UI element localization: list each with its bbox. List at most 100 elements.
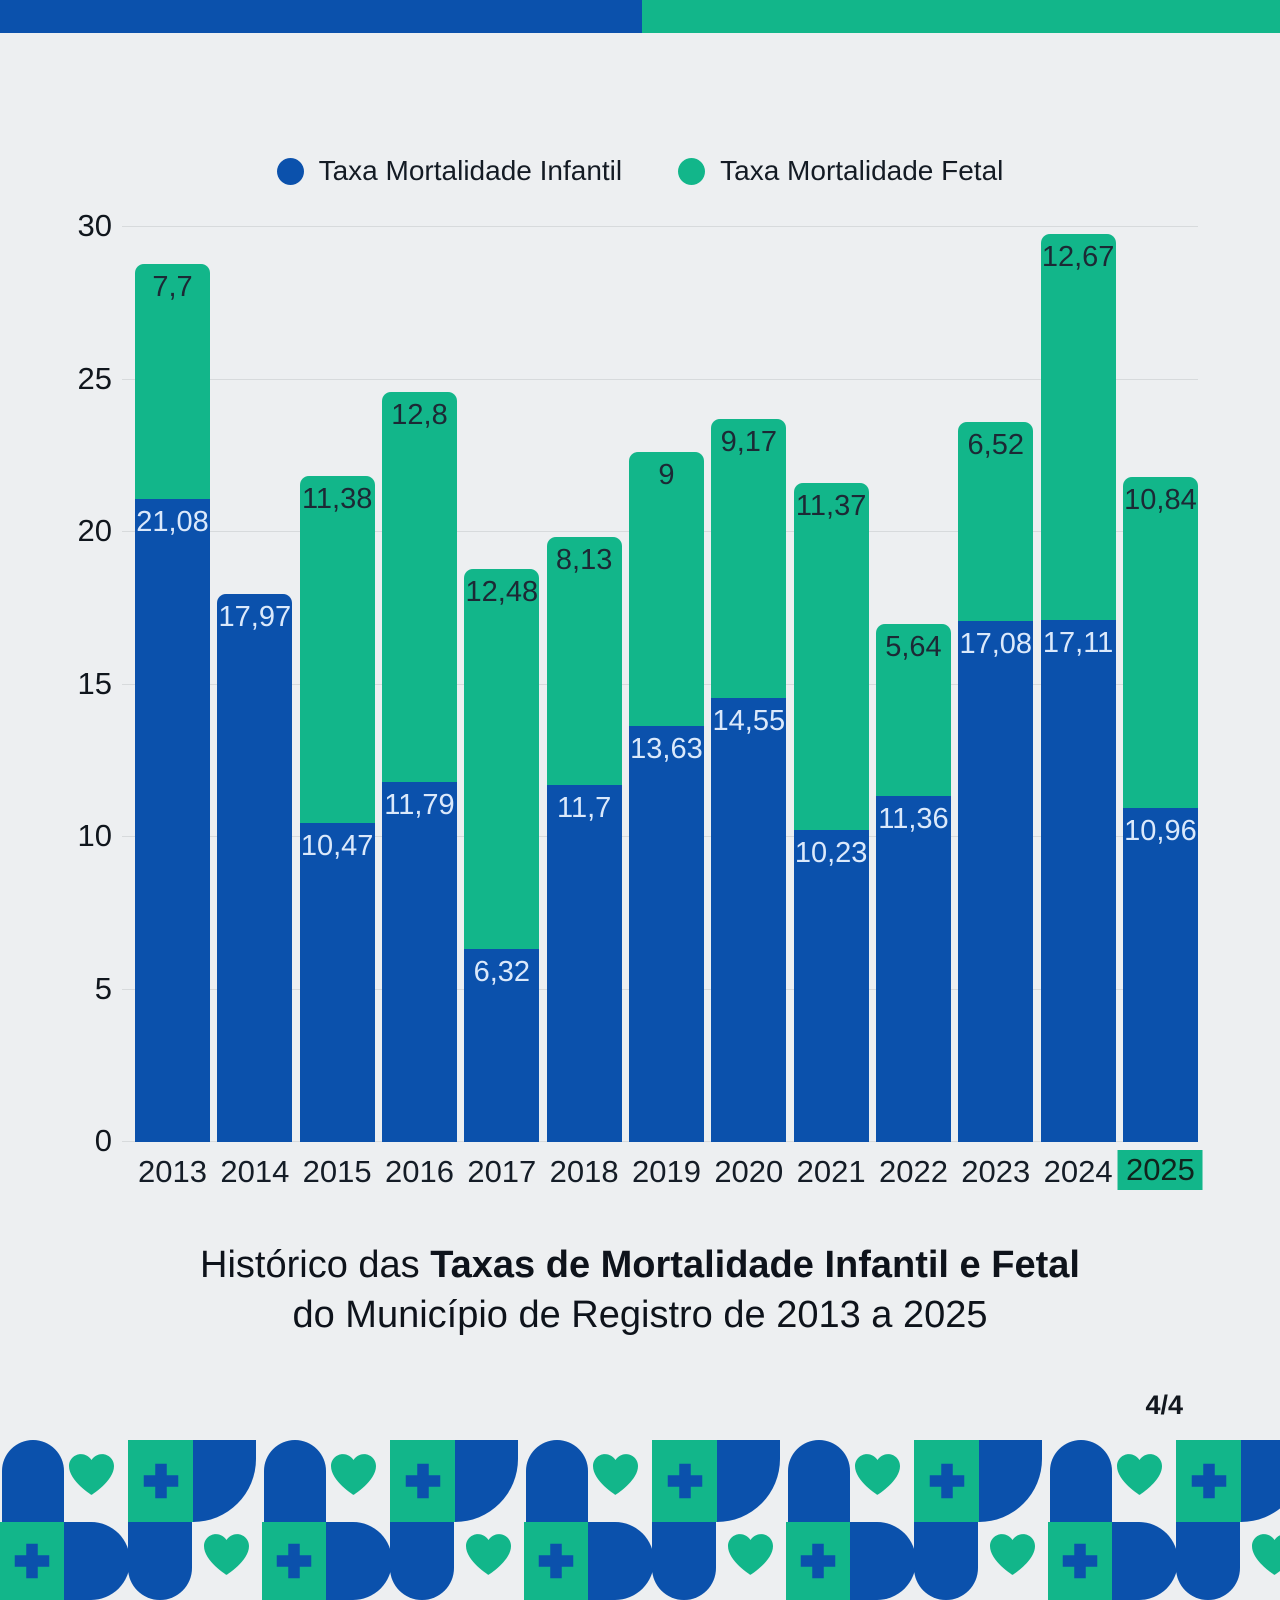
bar-segment-fetal: 9: [628, 451, 704, 727]
bar-segment-infantil: 11,7: [546, 785, 622, 1142]
value-label-infantil: 10,96: [1124, 814, 1197, 847]
bar-group-2015: 11,38 10,47 2015: [299, 227, 375, 1189]
medical-cross-icon: [914, 1440, 979, 1522]
pill-arch-icon: [526, 1440, 588, 1522]
heart-icon: [466, 1534, 511, 1575]
rounded-block-icon: [1241, 1440, 1280, 1522]
value-label-fetal: 6,52: [967, 429, 1024, 462]
legend-label-fetal: Taxa Mortalidade Fetal: [720, 155, 1004, 186]
bar-segment-infantil: 11,79: [381, 782, 457, 1142]
heart-icon: [593, 1454, 638, 1495]
bar-group-2018: 8,13 11,7 2018: [546, 227, 622, 1189]
bar-group-2023: 6,52 17,08 2023: [958, 227, 1034, 1189]
y-tick-label-25: 25: [77, 360, 112, 396]
bar-segment-fetal: 11,37: [793, 483, 869, 830]
x-axis-label-2025: 2025: [1117, 1150, 1203, 1190]
x-axis-label-2021: 2021: [796, 1154, 866, 1189]
bar-segment-fetal: 6,52: [958, 422, 1034, 622]
value-label-infantil: 17,08: [959, 628, 1033, 661]
x-axis-label-2013: 2013: [138, 1154, 207, 1189]
x-axis-label-2019: 2019: [631, 1154, 701, 1189]
legend-label-infantil: Taxa Mortalidade Infantil: [318, 155, 623, 186]
plus-icon: [14, 1543, 50, 1579]
bar-group-2019: 9 13,63 2019: [628, 227, 704, 1189]
bar-segment-fetal: 10,84: [1122, 477, 1198, 808]
rounded-block-icon: [979, 1440, 1042, 1522]
value-label-fetal: 5,64: [885, 630, 942, 663]
footer-pattern-tile: [0, 1440, 262, 1600]
plus-icon: [405, 1463, 440, 1499]
bar-group-2017: 12,48 6,32 2017: [464, 227, 540, 1189]
title-line1-regular: Histórico das: [200, 1244, 431, 1286]
x-axis-label-2014: 2014: [220, 1154, 290, 1189]
bar-segment-fetal: 9,17: [711, 418, 787, 699]
legend-item-fetal: Taxa Mortalidade Fetal: [678, 155, 1003, 187]
y-tick-label-30: 30: [77, 208, 112, 243]
bar-segment-infantil: 10,47: [299, 822, 375, 1142]
value-label-fetal: 12,48: [465, 575, 539, 608]
x-axis-label-2020: 2020: [714, 1154, 784, 1189]
footer-pattern-tile: [1048, 1440, 1280, 1600]
value-label-fetal: 9,17: [720, 425, 778, 458]
footer-pattern-tile: [524, 1440, 786, 1600]
legend-item-infantil: Taxa Mortalidade Infantil: [276, 155, 623, 187]
pill-arch-icon: [2, 1440, 64, 1522]
medical-cross-icon: [128, 1440, 193, 1522]
y-tick-label-20: 20: [77, 513, 112, 548]
bar-segment-fetal: 12,67: [1040, 233, 1116, 621]
pill-arch-icon: [914, 1522, 978, 1600]
bar-group-2021: 11,37 10,23 2021: [793, 227, 869, 1189]
x-axis-label-2018: 2018: [549, 1154, 619, 1189]
value-label-infantil: 21,08: [136, 506, 209, 539]
rounded-block-icon: [850, 1522, 916, 1600]
value-label-fetal: 11,38: [301, 482, 373, 515]
plus-icon: [538, 1543, 574, 1579]
legend-swatch-infantil-icon: [276, 157, 304, 185]
top-banner: [0, 0, 1280, 33]
bar-segment-infantil: 14,55: [711, 698, 787, 1142]
chart-legend: Taxa Mortalidade Infantil Taxa Mortalida…: [0, 155, 1280, 187]
heart-icon: [990, 1534, 1035, 1575]
chart-title: Histórico das Taxas de Mortalidade Infan…: [0, 1240, 1280, 1340]
rounded-block-icon: [455, 1440, 518, 1522]
y-tick-label-0: 0: [94, 1123, 112, 1158]
medical-cross-icon: [786, 1522, 850, 1600]
footer-pattern: [0, 1440, 1280, 1600]
x-axis-label-2015: 2015: [302, 1154, 372, 1189]
bar-group-2016: 12,8 11,79 2016: [381, 227, 457, 1189]
bar-group-2013: 7,7 21,08 2013: [135, 227, 210, 1189]
rounded-block-icon: [64, 1522, 130, 1600]
plus-icon: [667, 1463, 702, 1499]
value-label-fetal: 12,67: [1041, 240, 1115, 273]
rounded-block-icon: [326, 1522, 392, 1600]
footer-pattern-tile: [786, 1440, 1048, 1600]
bar-segment-infantil: 10,23: [793, 830, 869, 1142]
banner-green-segment: [642, 0, 1280, 33]
bar-group-2022: 5,64 11,36 2022: [875, 227, 951, 1189]
x-axis-label-2017: 2017: [467, 1154, 537, 1189]
value-label-fetal: 7,7: [152, 271, 193, 304]
plus-icon: [929, 1463, 964, 1499]
value-label-infantil: 6,32: [473, 956, 531, 989]
value-label-fetal: 10,84: [1124, 484, 1197, 517]
bar-segment-infantil: 11,36: [875, 795, 951, 1142]
rounded-block-icon: [193, 1440, 256, 1522]
value-label-infantil: 11,7: [556, 792, 612, 825]
page-indicator: 4/4: [1145, 1390, 1183, 1420]
x-axis-label-2016: 2016: [385, 1154, 454, 1189]
value-label-infantil: 17,11: [1042, 627, 1114, 660]
pill-arch-icon: [128, 1522, 192, 1600]
x-axis-label-2024: 2024: [1043, 1154, 1113, 1189]
value-label-fetal: 11,37: [795, 490, 867, 523]
plus-icon: [800, 1543, 836, 1579]
value-label-fetal: 9: [658, 458, 675, 491]
rounded-block-icon: [717, 1440, 780, 1522]
bar-group-2020: 9,17 14,55 2020: [711, 227, 787, 1189]
bar-segment-fetal: 12,48: [464, 568, 540, 950]
pill-arch-icon: [788, 1440, 850, 1522]
bar-group-2025: 10,84 10,96 2025: [1117, 227, 1203, 1190]
gridline-25: [122, 378, 1198, 380]
heart-icon: [728, 1534, 773, 1575]
